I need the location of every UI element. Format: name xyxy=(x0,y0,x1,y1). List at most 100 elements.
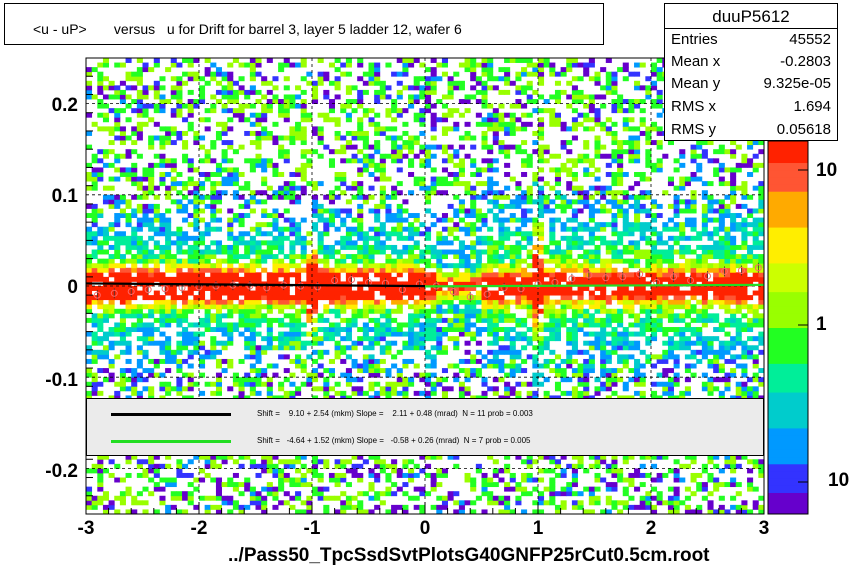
heatmap-cell xyxy=(86,80,93,86)
heatmap-cell xyxy=(148,468,155,474)
heatmap-cell xyxy=(108,500,115,506)
heatmap-cell xyxy=(430,304,437,310)
heatmap-cell xyxy=(108,331,115,337)
heatmap-cell xyxy=(153,226,160,232)
heatmap-cell xyxy=(272,135,279,141)
heatmap-cell xyxy=(492,349,499,355)
heatmap-cell xyxy=(526,286,533,291)
heatmap-cell xyxy=(249,130,256,136)
heatmap-cell xyxy=(210,267,217,273)
heatmap-cell xyxy=(487,249,494,255)
heatmap-cell xyxy=(600,290,607,296)
heatmap-cell xyxy=(526,327,533,332)
heatmap-cell xyxy=(521,258,528,264)
heatmap-cell xyxy=(300,240,307,246)
heatmap-cell xyxy=(232,500,239,506)
heatmap-cell xyxy=(436,276,443,282)
heatmap-cell xyxy=(464,67,471,73)
heatmap-cell xyxy=(97,85,104,91)
heatmap-cell xyxy=(232,190,239,196)
heatmap-cell xyxy=(295,167,302,173)
heatmap-cell xyxy=(340,222,347,228)
heatmap-cell xyxy=(605,463,612,469)
heatmap-cell xyxy=(374,372,381,378)
heatmap-cell xyxy=(266,135,273,141)
heatmap-cell xyxy=(543,295,550,301)
heatmap-cell xyxy=(108,162,115,168)
heatmap-cell xyxy=(165,267,172,273)
heatmap-cell xyxy=(498,377,505,383)
heatmap-cell xyxy=(193,76,200,82)
heatmap-cell xyxy=(232,290,239,296)
heatmap-cell xyxy=(549,272,556,278)
heatmap-cell xyxy=(402,263,409,269)
heatmap-cell xyxy=(594,331,601,337)
heatmap-cell xyxy=(588,299,595,305)
heatmap-cell xyxy=(368,80,375,86)
heatmap-cell xyxy=(142,62,149,68)
heatmap-cell xyxy=(487,149,494,155)
heatmap-cell xyxy=(447,181,454,187)
heatmap-cell xyxy=(159,140,166,146)
heatmap-cell xyxy=(362,263,369,269)
heatmap-cell xyxy=(221,140,228,146)
heatmap-cell xyxy=(362,244,369,250)
heatmap-cell xyxy=(278,286,285,291)
heatmap-cell xyxy=(515,331,522,337)
heatmap-cell xyxy=(221,267,228,273)
heatmap-cell xyxy=(481,395,488,401)
heatmap-cell xyxy=(261,94,268,100)
heatmap-cell xyxy=(362,194,369,200)
heatmap-cell xyxy=(131,313,138,319)
heatmap-cell xyxy=(102,76,109,82)
heatmap-cell xyxy=(232,235,239,241)
heatmap-cell xyxy=(227,500,234,506)
heatmap-cell xyxy=(385,258,392,264)
heatmap-cell xyxy=(199,477,206,483)
heatmap-cell xyxy=(425,472,432,478)
heatmap-cell xyxy=(142,368,149,374)
heatmap-cell xyxy=(238,231,245,237)
heatmap-cell xyxy=(379,345,386,351)
heatmap-cell xyxy=(345,99,352,104)
heatmap-cell xyxy=(368,486,375,492)
heatmap-cell xyxy=(176,231,183,237)
heatmap-cell xyxy=(131,244,138,250)
heatmap-cell xyxy=(515,258,522,264)
heatmap-cell xyxy=(419,89,426,95)
heatmap-cell xyxy=(210,454,217,460)
heatmap-cell xyxy=(148,272,155,278)
heatmap-cell xyxy=(492,281,499,287)
heatmap-cell xyxy=(199,99,206,104)
heatmap-cell xyxy=(97,258,104,264)
heatmap-cell xyxy=(187,395,194,401)
heatmap-cell xyxy=(487,340,494,346)
heatmap-cell xyxy=(504,495,511,501)
heatmap-cell xyxy=(588,172,595,177)
heatmap-cell xyxy=(368,509,375,515)
heatmap-cell xyxy=(447,327,454,332)
heatmap-cell xyxy=(312,226,319,232)
heatmap-cell xyxy=(605,322,612,328)
heatmap-cell xyxy=(475,372,482,378)
heatmap-cell xyxy=(430,190,437,196)
heatmap-cell xyxy=(611,454,618,460)
heatmap-cell xyxy=(249,58,256,63)
heatmap-cell xyxy=(340,345,347,351)
heatmap-cell xyxy=(611,504,618,510)
heatmap-cell xyxy=(210,208,217,214)
heatmap-cell xyxy=(272,121,279,127)
heatmap-cell xyxy=(554,276,561,282)
heatmap-cell xyxy=(504,249,511,255)
heatmap-cell xyxy=(131,276,138,282)
heatmap-cell xyxy=(119,381,126,387)
heatmap-cell xyxy=(554,459,561,465)
heatmap-cell xyxy=(357,222,364,228)
heatmap-cell xyxy=(215,340,222,346)
heatmap-cell xyxy=(300,112,307,118)
heatmap-cell xyxy=(328,372,335,378)
heatmap-cell xyxy=(125,331,132,337)
heatmap-cell xyxy=(560,267,567,273)
heatmap-cell xyxy=(170,349,177,355)
heatmap-cell xyxy=(323,463,330,469)
